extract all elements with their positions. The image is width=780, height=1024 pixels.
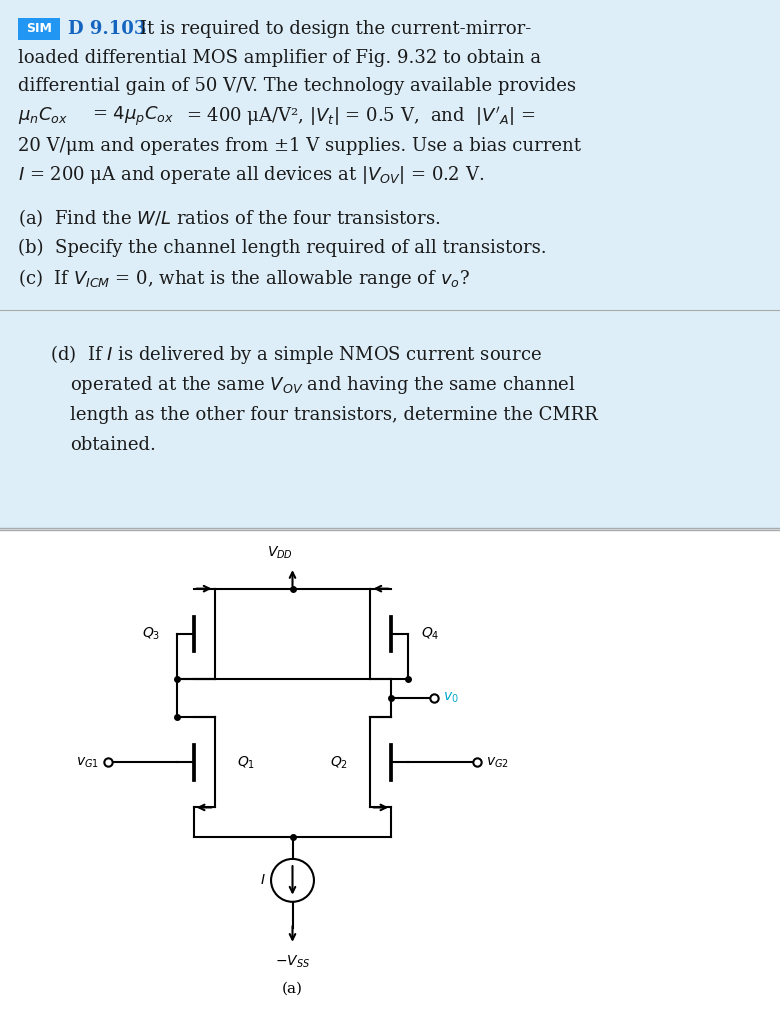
Text: 20 V/μm and operates from ±1 V supplies. Use a bias current: 20 V/μm and operates from ±1 V supplies.… bbox=[18, 137, 581, 155]
Text: $Q_3$: $Q_3$ bbox=[142, 626, 160, 642]
Text: $v_0$: $v_0$ bbox=[443, 691, 459, 706]
Text: = $4\mu_p C_{ox}$: = $4\mu_p C_{ox}$ bbox=[92, 104, 174, 128]
Text: $Q_2$: $Q_2$ bbox=[330, 755, 349, 771]
Text: (a): (a) bbox=[282, 981, 303, 995]
Text: $V_{DD}$: $V_{DD}$ bbox=[267, 545, 292, 561]
Text: $Q_4$: $Q_4$ bbox=[420, 626, 439, 642]
Text: length as the other four transistors, determine the CMRR: length as the other four transistors, de… bbox=[70, 406, 597, 424]
Text: $I$ = 200 μA and operate all devices at $|V_{OV}|$ = 0.2 V.: $I$ = 200 μA and operate all devices at … bbox=[18, 164, 484, 186]
Text: $v_{G1}$: $v_{G1}$ bbox=[76, 755, 100, 770]
Text: (c)  If $V_{ICM}$ = 0, what is the allowable range of $v_o$?: (c) If $V_{ICM}$ = 0, what is the allowa… bbox=[18, 266, 470, 290]
Text: $-V_{SS}$: $-V_{SS}$ bbox=[275, 953, 310, 970]
Text: $Q_1$: $Q_1$ bbox=[237, 755, 255, 771]
Text: (d)  If $I$ is delivered by a simple NMOS current source: (d) If $I$ is delivered by a simple NMOS… bbox=[50, 343, 542, 367]
FancyBboxPatch shape bbox=[0, 530, 780, 1024]
Text: D 9.103: D 9.103 bbox=[68, 20, 147, 38]
FancyBboxPatch shape bbox=[0, 0, 780, 530]
Text: $\mu_n C_{ox}$: $\mu_n C_{ox}$ bbox=[18, 105, 68, 127]
FancyBboxPatch shape bbox=[18, 18, 60, 40]
Text: It is required to design the current-mirror-: It is required to design the current-mir… bbox=[140, 20, 531, 38]
Text: $I$: $I$ bbox=[260, 873, 265, 888]
Text: SIM: SIM bbox=[26, 23, 52, 36]
Text: = 400 μA/V², $|V_t|$ = 0.5 V,  and  $|V'_A|$ =: = 400 μA/V², $|V_t|$ = 0.5 V, and $|V'_A… bbox=[186, 104, 535, 128]
Text: differential gain of 50 V/V. The technology available provides: differential gain of 50 V/V. The technol… bbox=[18, 77, 576, 95]
Text: (a)  Find the $W/L$ ratios of the four transistors.: (a) Find the $W/L$ ratios of the four tr… bbox=[18, 207, 441, 229]
Text: operated at the same $V_{OV}$ and having the same channel: operated at the same $V_{OV}$ and having… bbox=[70, 374, 576, 396]
Text: $v_{G2}$: $v_{G2}$ bbox=[485, 755, 509, 770]
Text: loaded differential MOS amplifier of Fig. 9.32 to obtain a: loaded differential MOS amplifier of Fig… bbox=[18, 49, 541, 67]
FancyBboxPatch shape bbox=[0, 310, 780, 530]
Text: obtained.: obtained. bbox=[70, 436, 156, 454]
Text: (b)  Specify the channel length required of all transistors.: (b) Specify the channel length required … bbox=[18, 239, 547, 257]
